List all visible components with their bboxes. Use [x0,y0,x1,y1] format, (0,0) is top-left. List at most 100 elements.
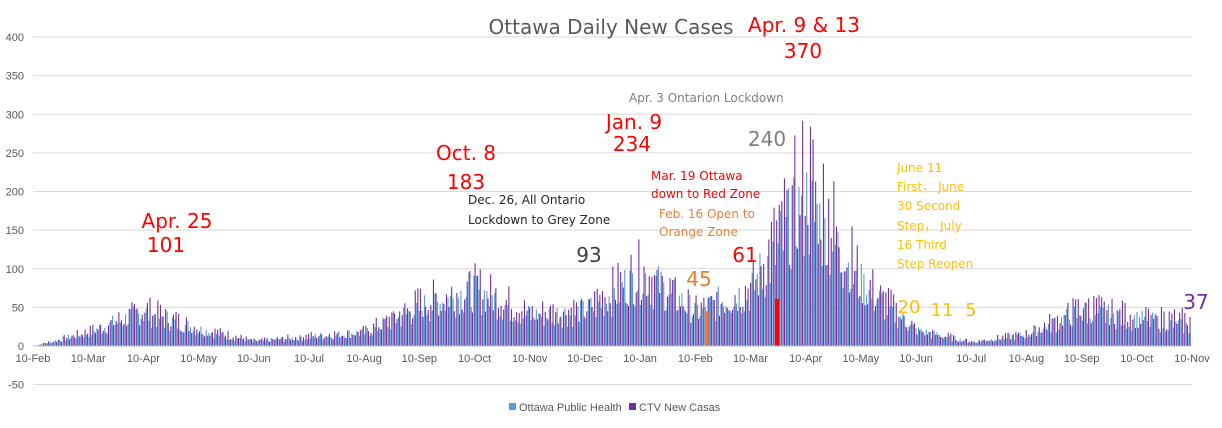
bar-ottawa-public-health [684,309,686,346]
bar-ottawa-public-health [1146,320,1148,346]
bar-ottawa-public-health [613,288,615,346]
bar-ctv-new-cases [302,337,304,346]
bar-ctv-new-cases [869,279,871,346]
bar-ottawa-public-health [109,322,111,346]
bar-ottawa-public-health [686,313,688,346]
bar-ctv-new-cases [58,339,60,346]
bar-ottawa-public-health [312,336,314,346]
bar-ottawa-public-health [434,293,436,346]
bar-ctv-new-cases [1015,331,1017,346]
bar-ottawa-public-health [530,320,532,346]
bar-ctv-new-cases [711,295,713,346]
bar-ctv-new-cases [838,247,840,346]
bar-ctv-new-cases [344,338,346,346]
bar-ctv-new-cases [609,303,611,346]
bar-ctv-new-cases [1179,312,1181,346]
bar-ottawa-public-health [525,315,527,346]
bar-ctv-new-cases [490,274,492,346]
bar-ottawa-public-health [1087,323,1089,346]
bar-ctv-new-cases [375,317,377,346]
bar-ottawa-public-health [699,315,701,346]
bar-ottawa-public-health [1063,315,1065,346]
bar-ottawa-public-health [1152,312,1154,346]
bar-ottawa-public-health [918,327,920,346]
bar-ottawa-public-health [91,334,93,346]
annotation-label: 30 Second [897,199,960,213]
bar-ctv-new-cases [235,335,237,346]
bar-ottawa-public-health [996,340,998,346]
bar-ottawa-public-health [892,307,894,346]
bar-ottawa-public-health [528,305,530,346]
bar-ctv-new-cases [1023,336,1025,346]
bar-ottawa-public-health [382,317,384,346]
bar-ctv-new-cases [1093,296,1095,346]
annotation-label: Apr. 25 [142,209,213,233]
bar-ottawa-public-health [658,266,660,346]
bar-ctv-new-cases [544,311,546,346]
bar-ottawa-public-health [122,325,124,346]
bar-ottawa-public-health [785,216,787,346]
bar-ctv-new-cases [841,272,843,346]
bar-ctv-new-cases [518,312,520,346]
bar-ottawa-public-health [335,335,337,346]
bar-ctv-new-cases [162,316,164,346]
bar-ctv-new-cases [924,335,926,346]
bar-ctv-new-cases [583,316,585,346]
bar-ottawa-public-health [148,320,150,346]
bar-ottawa-public-health [151,328,153,346]
bar-ctv-new-cases [500,305,502,346]
bar-ctv-new-cases [357,332,359,346]
bar-ctv-new-cases [256,341,258,346]
bar-ctv-new-cases [830,238,832,346]
bar-ottawa-public-health [1011,335,1013,346]
bar-ottawa-public-health [351,333,353,346]
bar-ctv-new-cases [562,311,564,346]
x-tick-label: 10-Feb [678,353,713,365]
bar-ottawa-public-health [54,340,56,346]
bar-ctv-new-cases [549,305,551,346]
bar-ottawa-public-health [850,288,852,346]
bar-ottawa-public-health [1113,313,1115,346]
bar-ottawa-public-health [236,338,238,346]
annotation-label: 16 Third [897,238,947,252]
bar-ottawa-public-health [80,334,82,346]
bar-ottawa-public-health [252,341,254,346]
bar-ottawa-public-health [1092,320,1094,346]
bar-ctv-new-cases [373,323,375,346]
bar-ctv-new-cases [167,323,169,346]
bar-ctv-new-cases [68,339,70,346]
y-tick-label: 350 [6,71,24,83]
bar-ottawa-public-health [990,339,992,346]
bar-ottawa-public-health [858,298,860,346]
bar-ottawa-public-health [234,340,236,346]
bar-ottawa-public-health [886,315,888,346]
bar-ctv-new-cases [1067,303,1069,346]
y-tick-label: 0 [18,341,24,353]
bar-ottawa-public-health [1115,329,1117,346]
bar-ctv-new-cases [854,270,856,346]
bar-ctv-new-cases [354,335,356,346]
bar-ctv-new-cases [1186,325,1188,346]
bar-ottawa-public-health [871,298,873,346]
bar-ottawa-public-health [156,326,158,346]
bar-ottawa-public-health [957,341,959,346]
bar-ottawa-public-health [582,301,584,346]
bar-ctv-new-cases [466,281,468,346]
bar-ottawa-public-health [728,309,730,346]
bar-ctv-new-cases [521,311,523,346]
bar-ottawa-public-health [1123,324,1125,346]
x-tick-label: 10-May [180,353,217,365]
bar-ctv-new-cases [885,292,887,346]
bar-ctv-new-cases [877,297,879,346]
bar-ottawa-public-health [936,332,938,346]
bar-ctv-new-cases [804,215,806,346]
bar-ctv-new-cases [487,298,489,346]
bar-ottawa-public-health [1154,313,1156,346]
bar-ottawa-public-health [899,316,901,346]
bar-ctv-new-cases [201,334,203,346]
annotation-label: Dec. 26, All Ontario [468,193,585,207]
bar-ottawa-public-health [834,244,836,346]
bar-ctv-new-cases [638,239,640,346]
bar-ottawa-public-health [580,300,582,346]
